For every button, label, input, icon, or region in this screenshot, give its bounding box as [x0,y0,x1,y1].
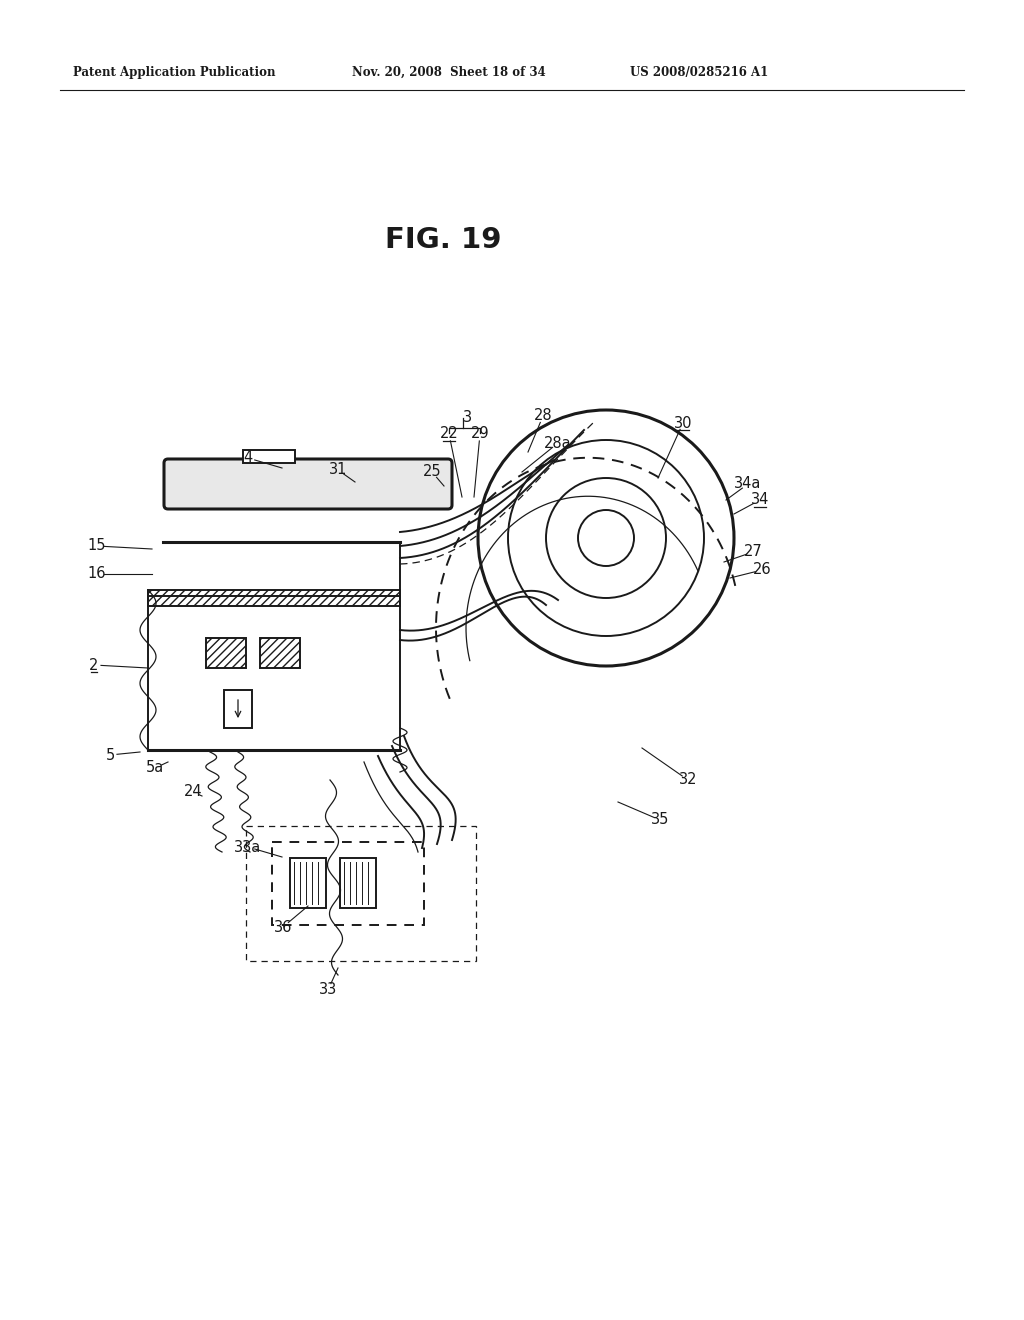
Text: 27: 27 [743,544,763,560]
Text: Patent Application Publication: Patent Application Publication [73,66,275,79]
Text: 22: 22 [439,426,459,441]
Text: 25: 25 [423,465,441,479]
Text: 5a: 5a [145,760,164,776]
Text: 28: 28 [534,408,552,424]
Text: 3: 3 [464,411,472,425]
Text: 24: 24 [183,784,203,800]
Text: 4: 4 [244,450,253,466]
Text: 28a: 28a [544,436,571,450]
Text: US 2008/0285216 A1: US 2008/0285216 A1 [630,66,768,79]
Text: 16: 16 [88,566,106,582]
Text: 34: 34 [751,492,769,507]
Bar [206,638,246,668]
Bar [340,858,376,908]
Bar [260,638,300,668]
Text: 29: 29 [471,426,489,441]
Text: 15: 15 [88,539,106,553]
Text: 34a: 34a [734,477,762,491]
Text: Nov. 20, 2008  Sheet 18 of 34: Nov. 20, 2008 Sheet 18 of 34 [352,66,546,79]
Bar [290,858,326,908]
Text: 33: 33 [318,982,337,998]
Text: 33a: 33a [234,840,261,854]
Bar [246,826,476,961]
Text: 30: 30 [674,416,692,430]
Text: 2: 2 [89,657,98,672]
Text: 35: 35 [651,813,670,828]
Bar [224,690,252,729]
Bar [272,842,424,925]
Text: 32: 32 [679,772,697,788]
Text: 36: 36 [273,920,292,935]
Bar [148,590,400,606]
Text: 31: 31 [329,462,347,478]
Text: 26: 26 [753,562,771,578]
Text: FIG. 19: FIG. 19 [385,226,502,253]
Text: 5: 5 [105,747,115,763]
Bar [243,450,295,463]
FancyBboxPatch shape [164,459,452,510]
